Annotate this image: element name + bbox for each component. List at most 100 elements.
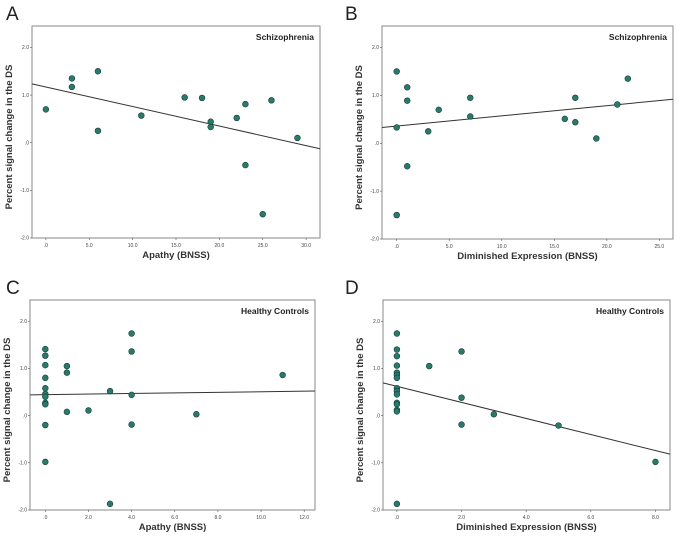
panel-letter: C (6, 278, 20, 299)
x-tick-label: 25.0 (654, 244, 664, 250)
data-point (426, 362, 433, 370)
x-tick-label: 10.0 (497, 244, 507, 250)
data-point (561, 115, 568, 123)
data-point (624, 75, 632, 82)
data-point (42, 421, 49, 429)
regression-line (382, 382, 671, 455)
data-point (68, 83, 76, 91)
y-tick-label: -1.0 (370, 189, 379, 195)
data-point (85, 407, 92, 414)
data-point (458, 348, 465, 355)
data-point (652, 458, 659, 466)
data-point (572, 94, 579, 101)
data-point (138, 112, 145, 119)
data-point (435, 106, 442, 113)
data-point (467, 113, 474, 120)
x-tick-label: 6.0 (587, 515, 594, 521)
data-point (242, 100, 249, 108)
data-point (490, 411, 498, 418)
data-point (458, 394, 465, 401)
data-point (425, 128, 432, 135)
x-axis-label: Diminished Expression (BNSS) (457, 251, 597, 262)
plot-frame (31, 25, 321, 239)
panel-a: A 2.0 1.0 .0 -1.0 -2.0 .0 5.0 10.0 15.0 20.0 25.0 30… (4, 4, 321, 261)
data-point (193, 411, 200, 418)
data-point (181, 94, 188, 101)
data-point (572, 119, 579, 126)
x-tick-label: 2.0 (85, 515, 92, 521)
x-tick-label: 5.0 (86, 243, 93, 249)
data-point (393, 68, 400, 75)
y-tick-label: 2.0 (373, 319, 380, 325)
data-point (458, 421, 465, 428)
x-tick-label: .0 (395, 515, 399, 521)
x-axis-label: Apathy (BNSS) (139, 522, 207, 533)
data-point (42, 352, 49, 359)
x-tick-label: 12.0 (299, 515, 309, 521)
x-tick-label: 8.0 (652, 515, 659, 521)
data-point (233, 114, 240, 122)
panel-letter: D (345, 278, 359, 299)
y-tick-label: 2.0 (20, 319, 27, 325)
data-point (42, 458, 49, 466)
data-point (393, 374, 401, 382)
data-point (279, 371, 286, 379)
y-tick-label: 1.0 (372, 93, 379, 99)
x-tick-label: .0 (44, 243, 48, 249)
data-point (42, 374, 49, 382)
y-axis-label: Percent signal change in the DS (4, 65, 15, 210)
x-tick-label: 15.0 (549, 244, 559, 250)
y-tick-label: .0 (25, 140, 29, 146)
y-tick-label: 1.0 (20, 366, 27, 372)
data-point (593, 135, 600, 142)
y-tick-label: -2.0 (371, 508, 380, 514)
data-point (404, 163, 411, 170)
data-point (555, 422, 562, 429)
data-point (242, 161, 249, 169)
data-point (42, 106, 50, 113)
panel-d: D 2.0 1.0 .0 -1.0 -2.0 .0 2.0 4.0 6.0 8.0 Diminishe… (345, 278, 671, 533)
data-point (63, 408, 71, 416)
data-point (393, 211, 400, 219)
data-point (404, 97, 411, 104)
data-point (94, 68, 102, 75)
regression-line (31, 83, 321, 150)
data-point (63, 369, 71, 376)
panel-c: C 2.0 1.0 .0 -1.0 -2.0 .0 2.0 4.0 6.0 8.0 10.0 12.0 A… (2, 278, 316, 533)
y-tick-label: -2.0 (20, 236, 29, 242)
y-tick-label: 1.0 (373, 366, 380, 372)
y-tick-label: .0 (375, 141, 379, 147)
data-point (393, 330, 401, 337)
data-point (128, 348, 135, 355)
data-point (393, 346, 401, 353)
regression-line (381, 98, 674, 128)
plot-frame (29, 299, 316, 511)
data-point (42, 345, 49, 353)
group-label: Schizophrenia (609, 32, 667, 42)
data-point (614, 101, 621, 108)
y-tick-label: .0 (23, 413, 27, 419)
x-tick-label: 30.0 (301, 243, 311, 249)
y-tick-label: -1.0 (18, 461, 27, 467)
x-tick-label: .0 (43, 515, 47, 521)
y-tick-label: -1.0 (371, 461, 380, 467)
x-tick-label: 10.0 (256, 515, 266, 521)
data-point (393, 408, 401, 415)
data-point (63, 362, 71, 370)
data-point (94, 127, 102, 135)
data-point (393, 362, 401, 369)
y-tick-label: .0 (376, 413, 380, 419)
data-point (393, 500, 401, 508)
x-axis-label: Diminished Expression (BNSS) (456, 522, 596, 533)
data-point (207, 118, 214, 125)
data-point (68, 75, 76, 82)
x-tick-label: 4.0 (128, 515, 135, 521)
y-tick-label: 2.0 (372, 45, 379, 51)
data-point (42, 393, 49, 400)
x-tick-label: 8.0 (214, 515, 221, 521)
data-point (467, 94, 474, 101)
group-label: Schizophrenia (256, 32, 314, 42)
x-tick-label: 20.0 (602, 244, 612, 250)
data-point (207, 123, 214, 131)
